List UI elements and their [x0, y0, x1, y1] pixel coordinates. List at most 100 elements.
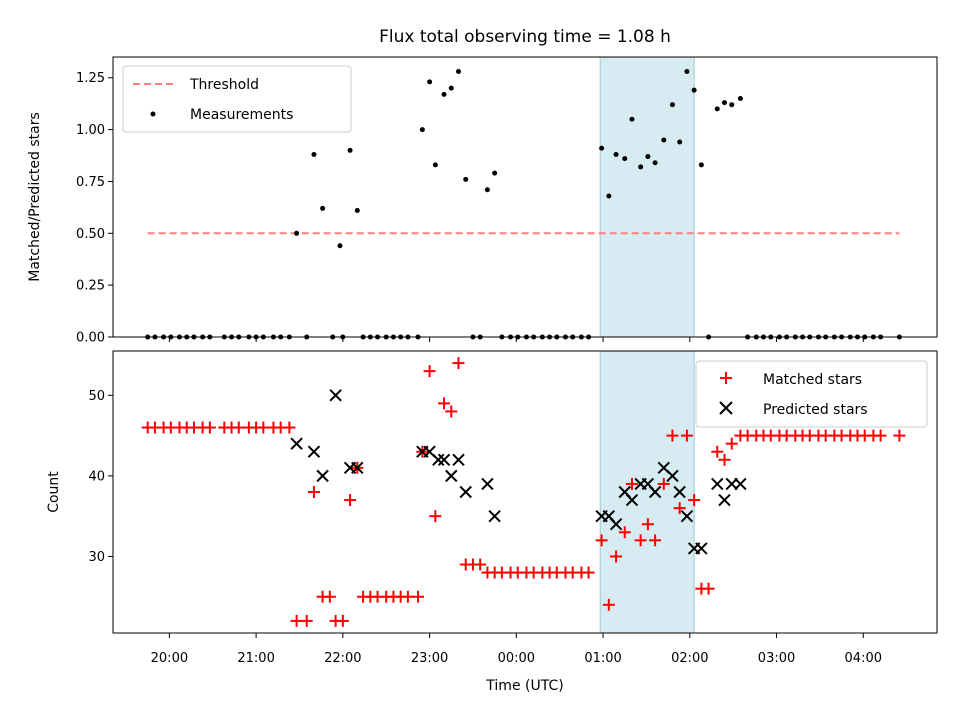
matched-star-point: [445, 405, 458, 418]
measurement-point: [484, 187, 490, 193]
y-tick-label: 1.25: [76, 71, 105, 86]
matched-star-point: [625, 477, 638, 490]
measurement-point: [427, 79, 433, 85]
predicted-star-point: [666, 469, 679, 483]
matched-star-point: [657, 477, 670, 490]
top-legend: Threshold Measurements: [122, 65, 352, 133]
measurement-point: [691, 87, 697, 93]
legend-measurements-label: Measurements: [190, 107, 293, 123]
y-tick-label: 1.00: [76, 123, 105, 138]
matched-star-point: [307, 486, 320, 498]
measurement-point: [294, 230, 300, 236]
measurement-point: [337, 243, 343, 249]
matched-star-point: [429, 510, 442, 523]
y-tick-label: 0.50: [76, 227, 105, 242]
matched-star-point: [874, 429, 887, 442]
y-tick-label: 0.25: [76, 279, 105, 294]
matched-star-point: [725, 437, 738, 450]
predicted-star-point: [680, 509, 694, 523]
top-y-axis-label: Matched/Predicted stars: [27, 112, 43, 282]
predicted-star-point: [625, 493, 639, 507]
matched-star-point: [673, 502, 686, 515]
matched-star-point: [602, 598, 615, 611]
legend-threshold-label: Threshold: [189, 77, 259, 93]
x-tick-label: 03:00: [758, 651, 795, 666]
matched-star-point: [610, 550, 623, 563]
measurement-point: [629, 116, 635, 122]
x-tick-label: 21:00: [237, 651, 274, 666]
measurement-point: [684, 69, 690, 75]
measurement-point: [729, 102, 735, 108]
matched-star-point: [423, 365, 436, 378]
predicted-star-point: [711, 477, 724, 491]
predicted-star-point: [459, 485, 472, 499]
measurement-point: [432, 162, 438, 168]
measurement-point: [463, 176, 469, 182]
matched-star-point: [680, 429, 693, 442]
y-tick-label: 0.00: [76, 331, 105, 346]
top-highlight-span: [599, 56, 695, 338]
predicted-star-point: [718, 493, 731, 507]
x-tick-label: 01:00: [584, 651, 621, 666]
matched-star-point: [474, 558, 487, 571]
bottom-legend: Matched stars Predicted stars: [695, 360, 928, 428]
predicted-star-point: [609, 518, 623, 531]
matched-star-point: [257, 421, 270, 434]
x-tick-label: 22:00: [324, 651, 361, 666]
legend-measurements-swatch: [150, 111, 156, 117]
matched-star-point: [336, 614, 349, 627]
legend-predicted-swatch: [719, 401, 733, 415]
measurement-point: [714, 106, 720, 112]
measurement-point: [456, 69, 462, 75]
measurement-point: [737, 95, 743, 101]
predicted-star-point: [307, 445, 321, 458]
measurement-point: [613, 151, 619, 157]
measurement-point: [721, 100, 727, 106]
matched-star-point: [634, 534, 647, 547]
legend-matched-label: Matched stars: [763, 372, 862, 388]
predicted-star-point: [445, 469, 458, 483]
measurement-point: [419, 127, 425, 133]
top-x-ticks: [168, 337, 864, 342]
matched-star-point: [401, 590, 414, 603]
measurement-point: [638, 164, 644, 170]
measurement-point: [599, 145, 605, 151]
x-axis-label: Time (UTC): [485, 678, 563, 694]
predicted-star-point: [329, 389, 342, 402]
y-tick-label: 40: [88, 469, 105, 484]
matched-star-point: [688, 494, 701, 507]
matched-star-point: [438, 397, 451, 410]
matched-star-point: [641, 518, 654, 531]
matched-star-point: [595, 534, 608, 547]
predicted-star-point: [695, 542, 708, 555]
y-tick-label: 50: [88, 389, 105, 404]
measurement-point: [661, 137, 667, 143]
matched-star-point: [232, 421, 245, 434]
measurement-point: [652, 160, 658, 166]
legend-matched-swatch: [720, 372, 732, 384]
measurement-point: [677, 139, 683, 145]
predicted-star-point: [452, 453, 465, 466]
matched-star-point: [718, 453, 731, 466]
measurement-point: [622, 156, 628, 162]
x-tick-label: 04:00: [845, 651, 882, 666]
measurement-point: [320, 205, 326, 211]
matched-star-point: [666, 429, 679, 442]
matched-star-point: [283, 421, 296, 434]
predicted-star-point: [290, 437, 303, 450]
chart-title: Flux total observing time = 1.08 h: [379, 27, 671, 47]
x-tick-label: 00:00: [498, 651, 535, 666]
matched-star-point: [893, 429, 906, 442]
matched-star-point: [711, 445, 724, 458]
measurement-point: [354, 207, 360, 213]
matched-star-point: [300, 614, 313, 627]
top-axes-frame: [112, 56, 938, 338]
predicted-star-point: [432, 453, 445, 466]
measurement-point: [645, 154, 651, 160]
predicted-star-point: [437, 453, 451, 466]
predicted-star-point: [351, 461, 364, 475]
bottom-y-axis-label: Count: [46, 471, 62, 513]
x-tick-label: 02:00: [671, 651, 708, 666]
legend-predicted-label: Predicted stars: [763, 402, 868, 418]
